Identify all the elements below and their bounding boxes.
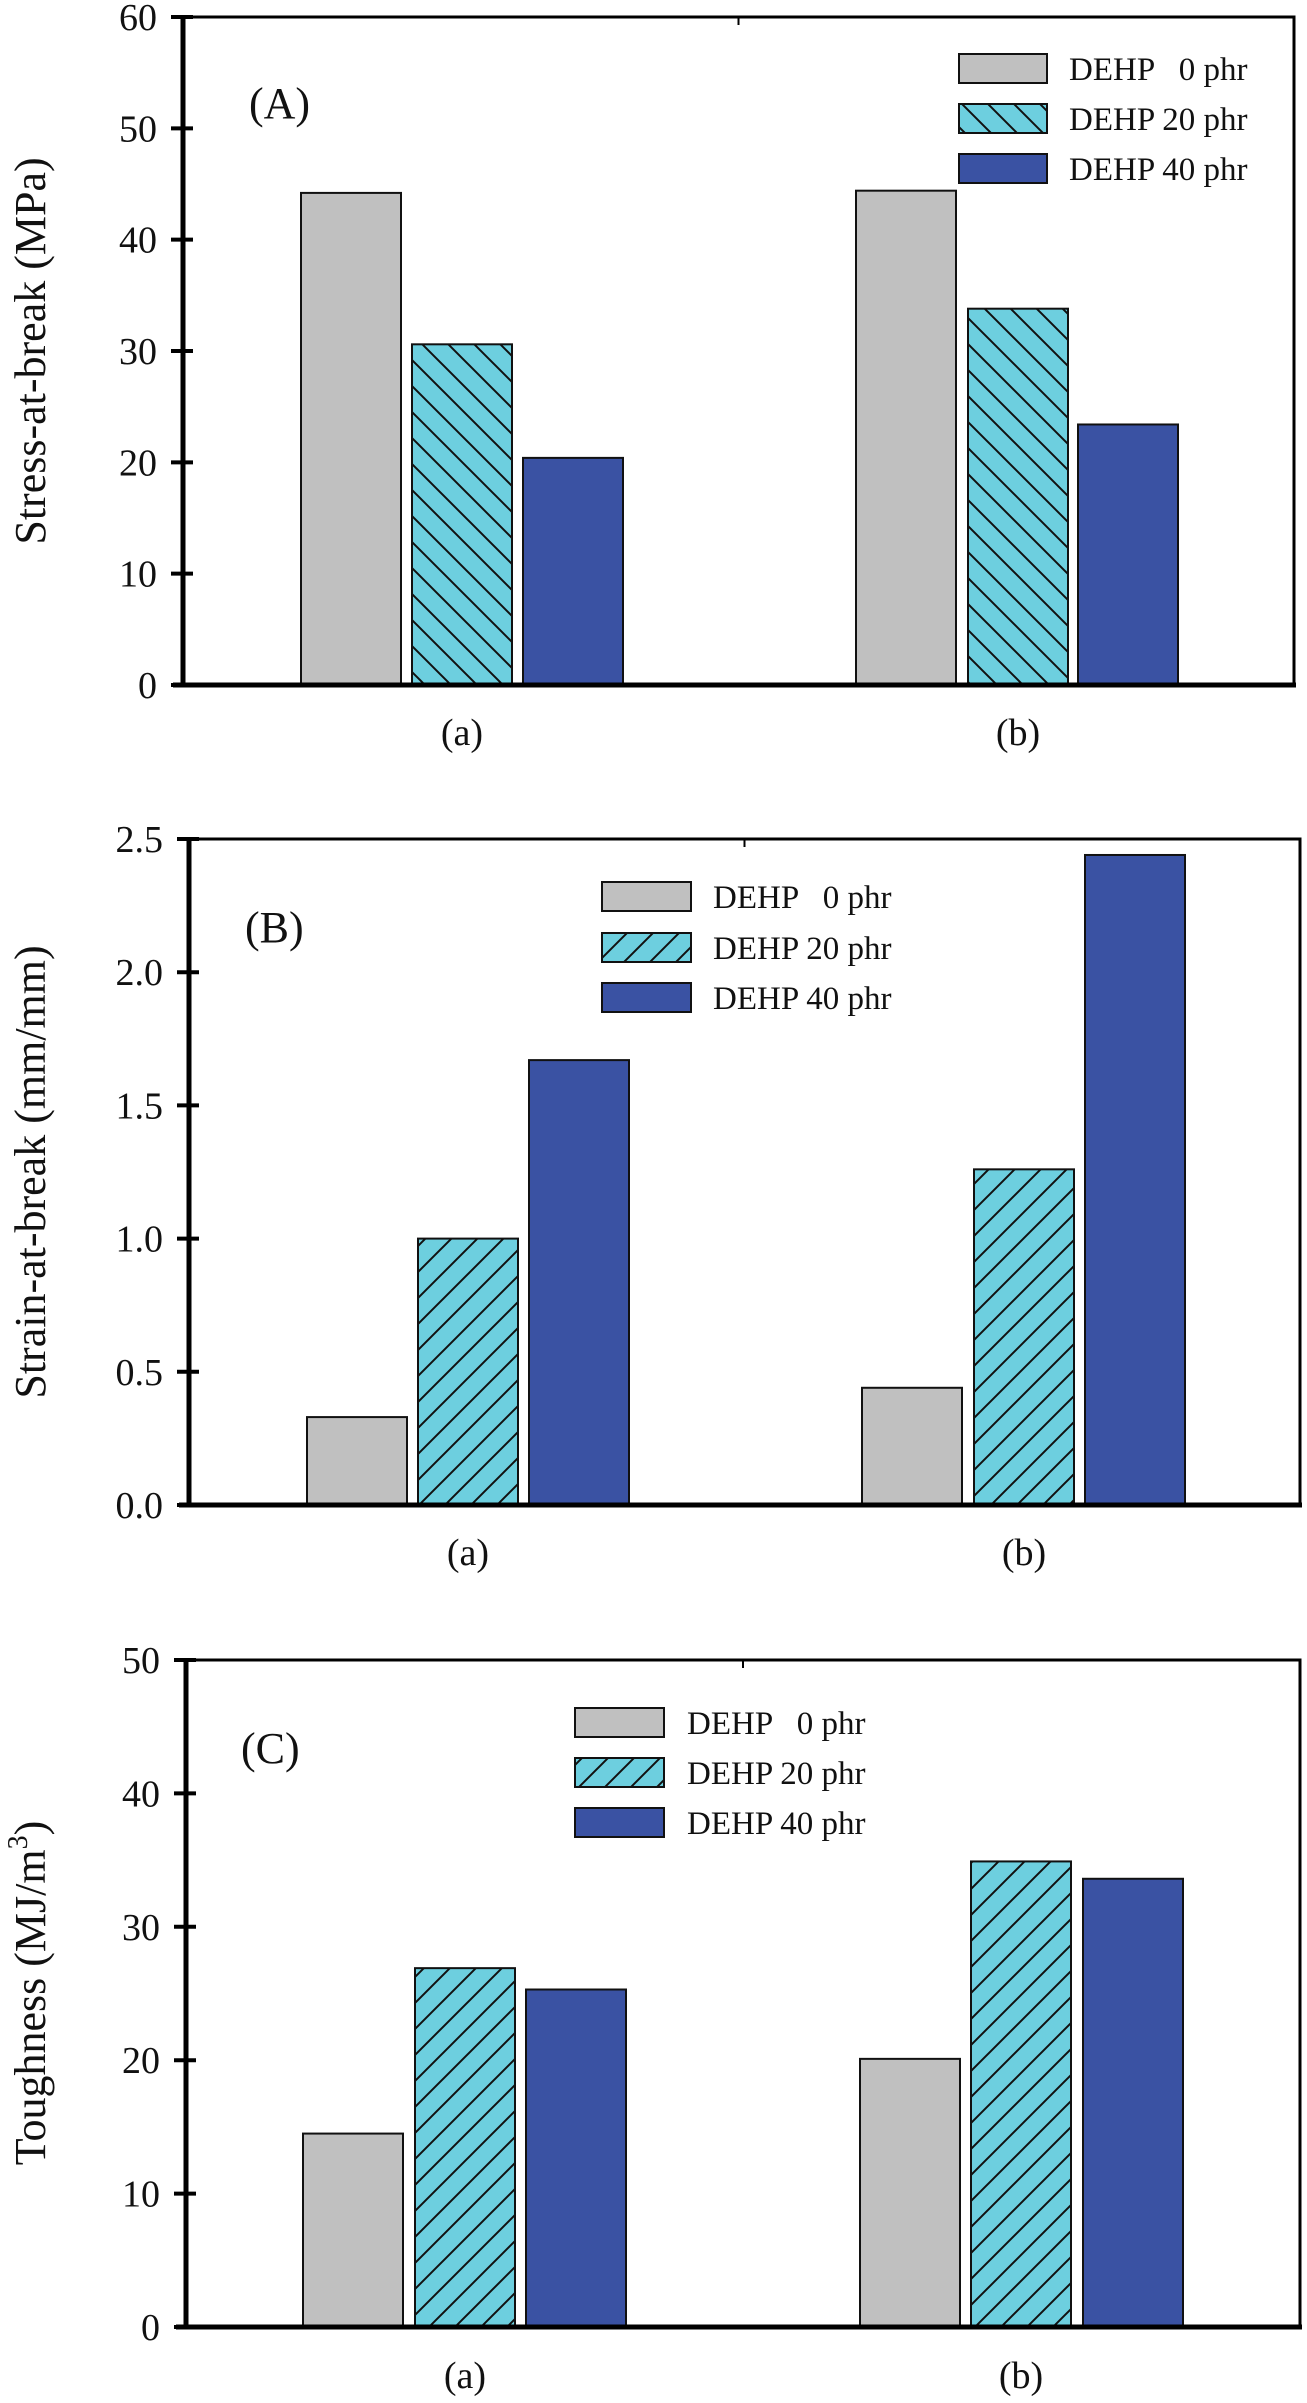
legend-label: DEHP 0 phr [713, 880, 891, 916]
y-tick-label: 40 [119, 220, 157, 262]
y-axis-label: Stress-at-break (MPa) [6, 157, 55, 544]
y-tick-label: 60 [119, 0, 157, 39]
bar-b-series-2 [1082, 1877, 1184, 2328]
plot-frame [189, 837, 1302, 1505]
y-tick-label: 20 [119, 442, 157, 484]
legend-label: DEHP 20 phr [1069, 102, 1247, 138]
legend-swatch [601, 932, 692, 963]
y-tick-label: 30 [122, 1907, 160, 1949]
y-tick-label: 50 [122, 1640, 160, 1682]
bar-b-series-2 [1077, 423, 1179, 686]
bar-a-series-2 [528, 1059, 630, 1507]
legend-label: DEHP 40 phr [1069, 152, 1247, 188]
bar-b-series-1 [973, 1168, 1075, 1507]
y-tick-label: 0 [138, 665, 157, 707]
legend-swatch [601, 881, 692, 912]
bar-b-series-2 [1084, 853, 1186, 1506]
y-axis-label-main: Toughness (MJ/m [6, 1849, 55, 2165]
legend-swatch [574, 1757, 665, 1788]
x-category-label: (a) [444, 2355, 486, 2397]
bar-a-series-1 [414, 1967, 516, 2329]
panel-stress-at-break: (A) Stress-at-break (MPa) 0 10 20 30 40 50 60 (… [6, 0, 1296, 754]
bar-b-series-0 [855, 189, 957, 686]
panel-label: (A) [249, 79, 310, 128]
y-axis-label: Strain-at-break (mm/mm) [6, 945, 55, 1398]
bar-a-series-1 [411, 343, 513, 686]
y-tick-label: 10 [119, 554, 157, 596]
y-tick-label: 10 [122, 2174, 160, 2216]
y-tick-label: 30 [119, 331, 157, 373]
y-tick-label: 0.5 [116, 1352, 164, 1394]
legend-swatch [601, 982, 692, 1013]
bar-a-series-1 [417, 1237, 519, 1506]
legend-swatch [958, 153, 1048, 184]
bar-a-series-2 [522, 456, 624, 686]
y-tick-label: 2.5 [116, 819, 164, 861]
legend-label: DEHP 40 phr [687, 1806, 865, 1842]
bar-b-series-0 [859, 2057, 961, 2328]
bar-b-series-0 [861, 1386, 963, 1507]
panel-strain-at-break: (B) Strain-at-break (mm/mm) 0.0 0.5 1.0 1.5… [6, 819, 1302, 1574]
legend-label: DEHP 20 phr [713, 931, 891, 967]
bar-b-series-1 [970, 1860, 1072, 2328]
legend-label: DEHP 0 phr [1069, 52, 1247, 88]
panel-toughness: (C) Toughness (MJ/m3) 0 10 20 30 40 50 (a) (b) D… [3, 1640, 1302, 2397]
legend-swatch [958, 103, 1048, 134]
bar-b-series-1 [967, 307, 1069, 686]
x-category-label: (a) [441, 712, 483, 754]
y-tick-label: 1.5 [116, 1085, 164, 1127]
plot-frame [183, 15, 1296, 685]
bar-a-series-0 [302, 2132, 404, 2329]
y-tick-label: 40 [122, 1773, 160, 1815]
legend-swatch [574, 1707, 665, 1738]
y-axis-label: Toughness (MJ/m3) [3, 1821, 55, 2166]
panel-label: (C) [241, 1724, 300, 1773]
y-axis-label-suffix: ) [6, 1821, 55, 1836]
x-category-label: (a) [447, 1532, 489, 1574]
panel-label: (B) [245, 903, 304, 952]
legend-label: DEHP 0 phr [687, 1706, 865, 1742]
y-tick-label: 0.0 [116, 1485, 164, 1527]
plot-frame [186, 1658, 1302, 2327]
x-category-label: (b) [999, 2355, 1043, 2397]
x-category-label: (b) [1002, 1532, 1046, 1574]
bar-a-series-0 [306, 1416, 408, 1507]
y-axis-label-superscript: 3 [3, 1835, 34, 1849]
legend-label: DEHP 40 phr [713, 981, 891, 1017]
bar-a-series-2 [525, 1988, 627, 2329]
x-category-label: (b) [996, 712, 1040, 754]
bar-a-series-0 [300, 191, 402, 686]
legend-swatch [574, 1807, 665, 1838]
y-tick-label: 50 [119, 108, 157, 150]
legend-swatch [958, 53, 1048, 84]
legend-label: DEHP 20 phr [687, 1756, 865, 1792]
y-tick-label: 0 [141, 2307, 160, 2349]
y-tick-label: 1.0 [116, 1219, 164, 1261]
y-tick-label: 2.0 [116, 952, 164, 994]
y-tick-label: 20 [122, 2040, 160, 2082]
